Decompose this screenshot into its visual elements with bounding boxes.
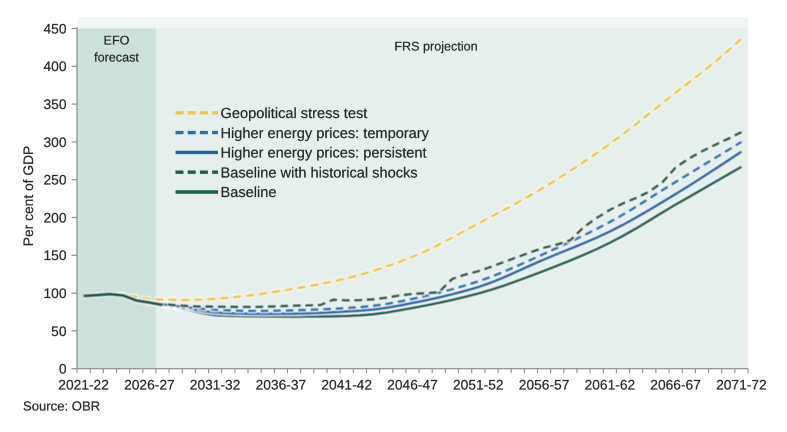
- svg-text:2071-72: 2071-72: [716, 378, 767, 393]
- svg-text:Baseline with historical shock: Baseline with historical shocks: [221, 165, 418, 181]
- svg-text:250: 250: [43, 173, 66, 188]
- svg-text:2041-42: 2041-42: [321, 378, 372, 393]
- svg-text:Geopolitical stress test: Geopolitical stress test: [221, 106, 368, 122]
- svg-text:150: 150: [43, 248, 66, 263]
- svg-text:50: 50: [51, 324, 67, 339]
- svg-text:2066-67: 2066-67: [650, 378, 701, 393]
- svg-text:400: 400: [43, 59, 66, 74]
- svg-text:Higher energy prices: persiste: Higher energy prices: persistent: [221, 146, 427, 162]
- svg-text:200: 200: [43, 210, 66, 225]
- svg-text:2051-52: 2051-52: [453, 378, 504, 393]
- svg-text:2056-57: 2056-57: [519, 378, 570, 393]
- svg-text:Source: OBR: Source: OBR: [23, 399, 100, 414]
- svg-text:2061-62: 2061-62: [585, 378, 636, 393]
- svg-text:300: 300: [43, 135, 66, 150]
- svg-text:2021-22: 2021-22: [58, 378, 109, 393]
- svg-text:2026-27: 2026-27: [124, 378, 175, 393]
- svg-text:2031-32: 2031-32: [190, 378, 241, 393]
- svg-text:0: 0: [59, 362, 67, 377]
- svg-text:Baseline: Baseline: [221, 185, 277, 201]
- svg-text:2036-37: 2036-37: [256, 378, 307, 393]
- svg-text:Higher energy prices: temporar: Higher energy prices: temporary: [221, 126, 430, 142]
- svg-text:100: 100: [43, 286, 66, 301]
- svg-text:FRS projection: FRS projection: [394, 40, 477, 54]
- svg-text:forecast: forecast: [94, 51, 139, 65]
- svg-text:350: 350: [43, 97, 66, 112]
- svg-text:Per cent of GDP: Per cent of GDP: [21, 146, 36, 246]
- svg-text:450: 450: [43, 21, 66, 36]
- svg-text:EFO: EFO: [104, 34, 130, 48]
- svg-text:2046-47: 2046-47: [387, 378, 438, 393]
